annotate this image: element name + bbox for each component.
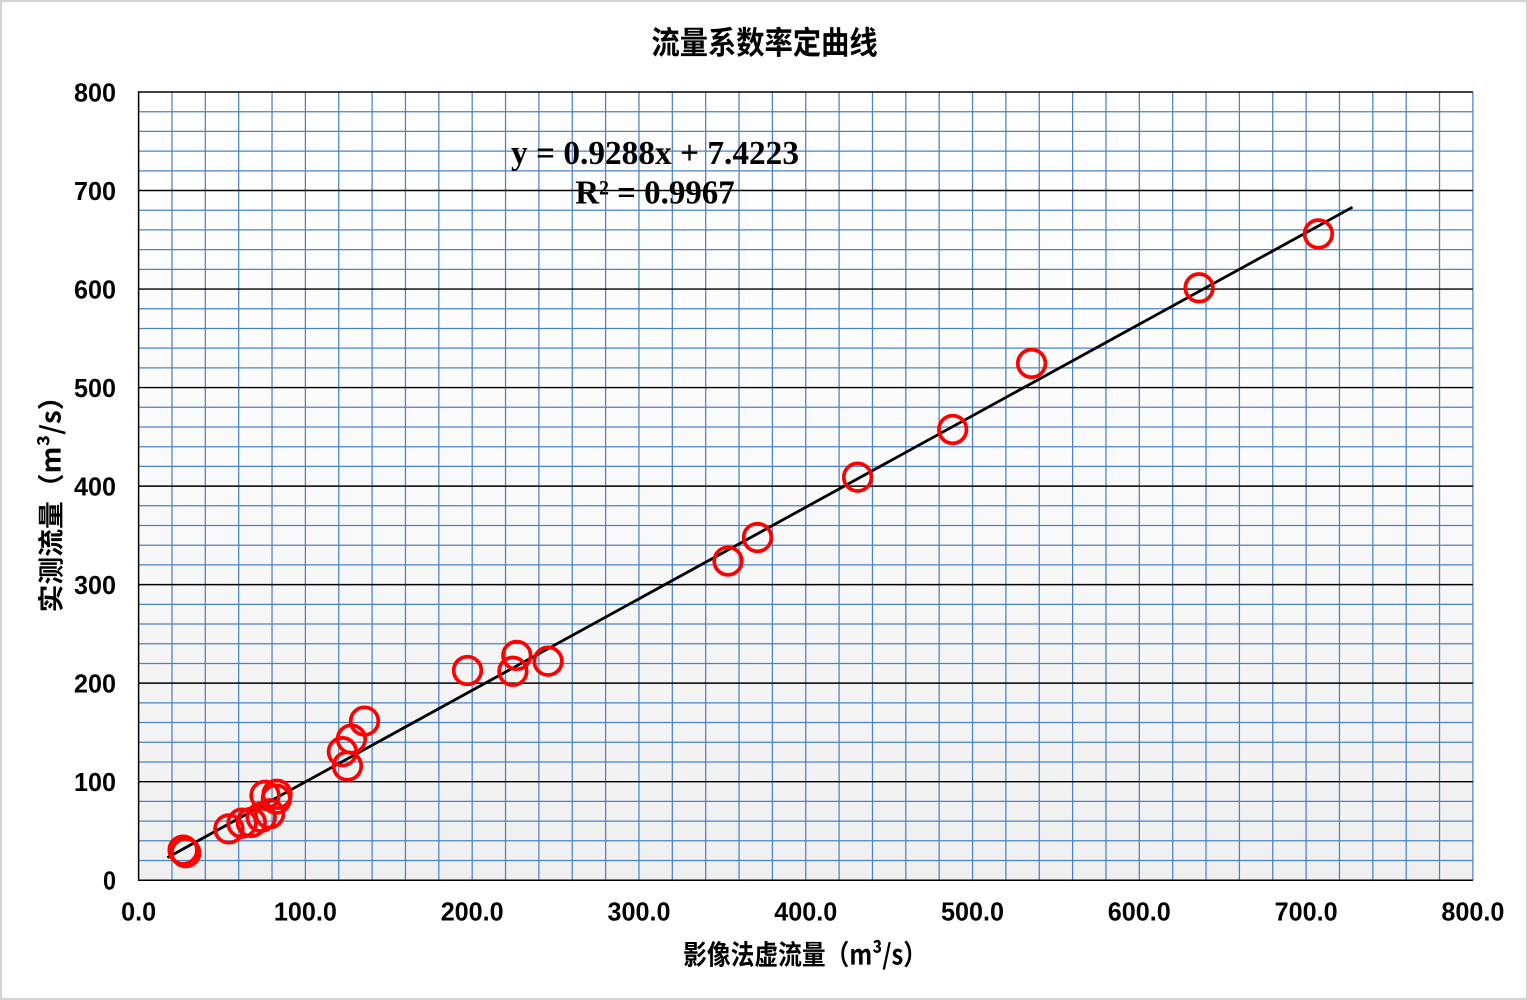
svg-text:600: 600 [74,275,116,305]
svg-text:200: 200 [74,669,116,699]
svg-text:400.0: 400.0 [774,896,837,926]
svg-text:R² = 0.9967: R² = 0.9967 [575,175,735,212]
svg-text:800.0: 800.0 [1441,896,1504,926]
svg-text:300: 300 [74,570,116,600]
svg-text:100: 100 [74,767,116,797]
svg-text:800: 800 [74,78,116,108]
svg-text:500: 500 [74,373,116,403]
svg-text:400: 400 [74,472,116,502]
svg-text:300.0: 300.0 [608,896,671,926]
svg-text:200.0: 200.0 [441,896,504,926]
svg-text:0.0: 0.0 [121,896,156,926]
svg-text:500.0: 500.0 [941,896,1004,926]
svg-text:0: 0 [103,866,116,896]
svg-text:y = 0.9288x + 7.4223: y = 0.9288x + 7.4223 [511,135,799,172]
svg-text:700.0: 700.0 [1275,896,1338,926]
svg-text:600.0: 600.0 [1108,896,1171,926]
svg-text:700: 700 [74,176,116,206]
svg-text:100.0: 100.0 [274,896,337,926]
